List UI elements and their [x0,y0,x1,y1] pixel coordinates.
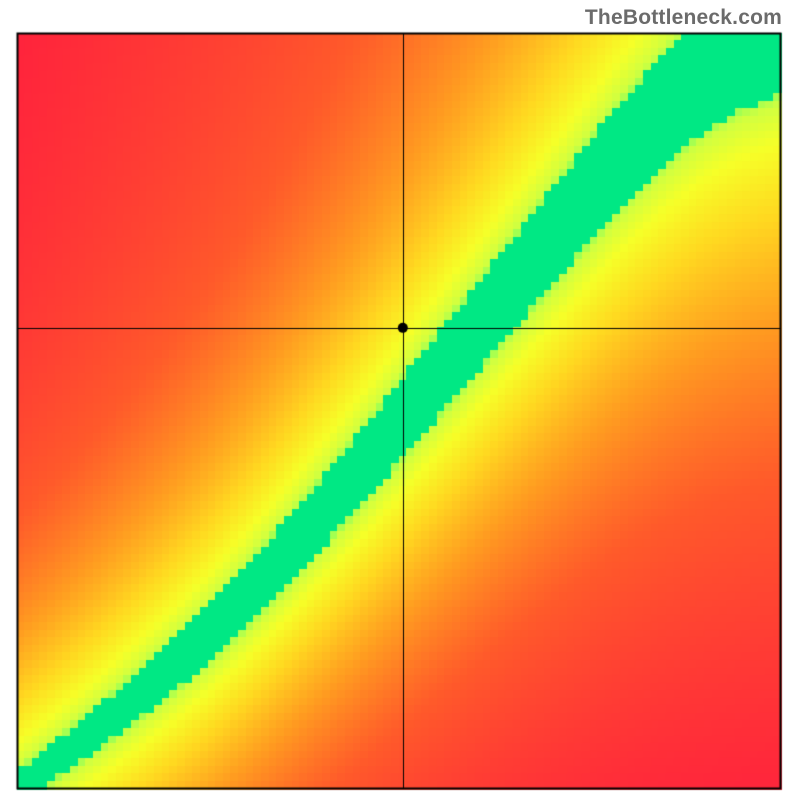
watermark-text: TheBottleneck.com [585,6,782,30]
chart-container: TheBottleneck.com [0,0,800,800]
heatmap-canvas [0,0,800,800]
